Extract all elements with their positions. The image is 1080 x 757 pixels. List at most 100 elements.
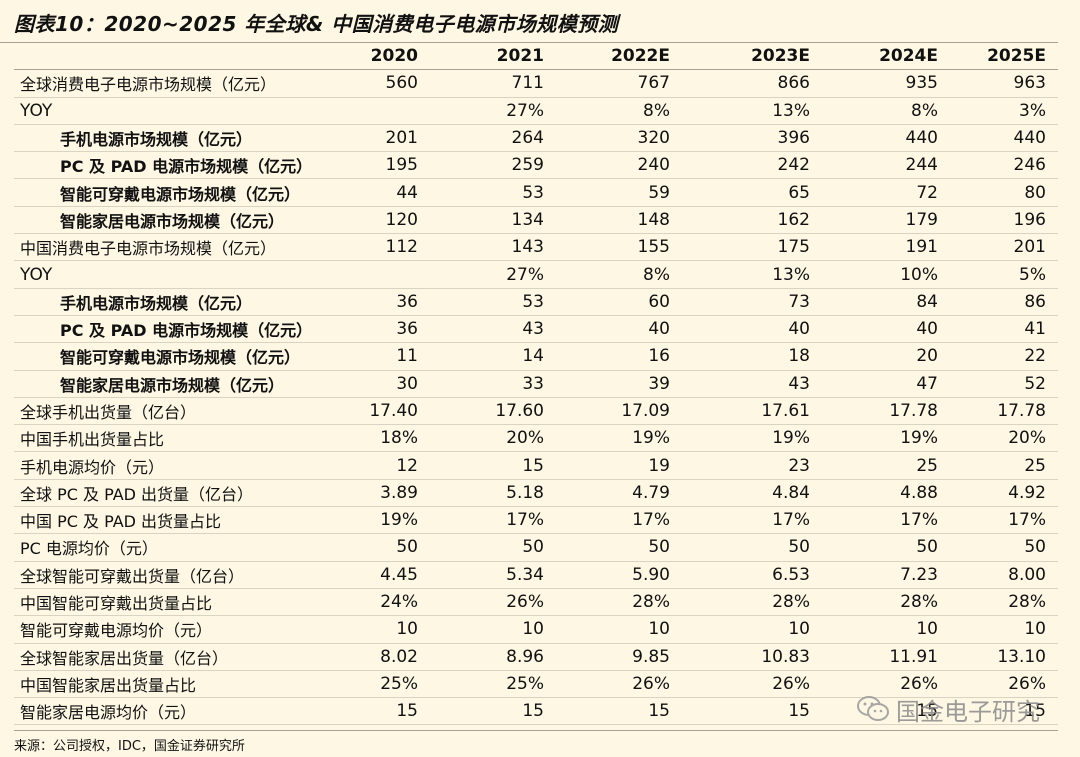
row-label: YOY [14,97,336,125]
value-cell: 191 [822,233,950,262]
value-cell: 20% [950,424,1058,453]
table-row: PC 电源均价（元） 50 50 50 50 50 50 [14,533,1058,562]
table-row: 智能可穿戴电源市场规模（亿元） 11 14 16 18 20 22 [14,342,1058,371]
value-cell: 17% [556,506,682,535]
value-cell: 17.60 [430,397,556,426]
value-cell: 28% [950,588,1058,617]
table-row: 手机电源均价（元） 12 15 19 23 25 25 [14,451,1058,480]
value-cell: 244 [822,151,950,180]
value-cell: 43 [682,370,822,398]
value-cell: 18 [682,342,822,371]
value-cell: 259 [430,151,556,180]
table-row: 全球智能可穿戴出货量（亿台） 4.45 5.34 5.90 6.53 7.23 8.00 [14,561,1058,589]
value-cell: 20% [430,424,556,453]
value-cell: 11.91 [822,643,950,671]
value-cell: 12 [336,451,430,480]
header-year-2022e: 2022E [556,43,682,71]
data-table: 2020 2021 2022E 2023E 2024E 2025E 全球消费电子电源市场规… [14,43,1058,726]
header-year-2021: 2021 [430,43,556,71]
value-cell: 3% [950,97,1058,125]
value-cell: 17.78 [950,397,1058,426]
value-cell: 5.18 [430,479,556,508]
table-row: 手机电源市场规模（亿元） 201 264 320 396 440 440 [14,124,1058,153]
value-cell: 767 [556,69,682,98]
value-cell: 84 [822,288,950,316]
value-cell: 196 [950,206,1058,235]
value-cell: 13% [682,260,822,289]
header-row: 2020 2021 2022E 2023E 2024E 2025E [14,43,1058,71]
value-cell: 143 [430,233,556,262]
value-cell: 8.02 [336,643,430,671]
value-cell: 19% [336,506,430,535]
table-row: PC 及 PAD 电源市场规模（亿元） 36 43 40 40 40 41 [14,315,1058,344]
value-cell: 23 [682,451,822,480]
header-label-cell [14,43,336,71]
value-cell: 17% [430,506,556,535]
value-cell: 10 [950,615,1058,644]
watermark-text: 国金电子研究 [896,697,1040,726]
value-cell: 8% [556,260,682,289]
value-cell: 13% [682,97,822,125]
value-cell: 264 [430,124,556,153]
table-row: 智能可穿戴电源均价（元） 10 10 10 10 10 10 [14,615,1058,644]
table-row: 手机电源市场规模（亿元） 36 53 60 73 84 86 [14,288,1058,316]
value-cell: 59 [556,178,682,207]
row-label: 中国 PC 及 PAD 出货量占比 [14,506,336,535]
value-cell: 50 [430,533,556,562]
wechat-icon [857,696,889,721]
value-cell: 7.23 [822,561,950,589]
value-cell: 15 [950,697,1058,726]
value-cell: 10 [682,615,822,644]
value-cell: 25% [336,670,430,699]
value-cell: 10 [430,615,556,644]
bottom-divider [14,730,1058,731]
value-cell: 28% [822,588,950,617]
value-cell: 15 [336,697,430,726]
value-cell: 19% [822,424,950,453]
value-cell: 20 [822,342,950,371]
value-cell: 560 [336,69,430,98]
value-cell: 8% [822,97,950,125]
value-cell: 26% [822,670,950,699]
value-cell: 13.10 [950,643,1058,671]
row-label: 中国智能可穿戴出货量占比 [14,588,336,617]
value-cell: 43 [430,315,556,344]
value-cell: 8.00 [950,561,1058,589]
value-cell: 10 [336,615,430,644]
table-row: 全球手机出货量（亿台） 17.40 17.60 17.09 17.61 17.78 17.7… [14,397,1058,426]
value-cell: 40 [556,315,682,344]
row-label: 全球手机出货量（亿台） [14,397,336,426]
value-cell: 9.85 [556,643,682,671]
row-label: 智能可穿戴电源市场规模（亿元） [14,178,336,207]
row-label: 全球消费电子电源市场规模（亿元） [14,69,336,98]
value-cell: 53 [430,178,556,207]
value-cell: 17% [682,506,822,535]
value-cell: 4.92 [950,479,1058,508]
row-label: 中国智能家居出货量占比 [14,670,336,699]
value-cell: 50 [682,533,822,562]
value-cell: 14 [430,342,556,371]
value-cell: 866 [682,69,822,98]
value-cell: 11 [336,342,430,371]
value-cell: 27% [430,260,556,289]
table-row: 全球 PC 及 PAD 出货量（亿台） 3.89 5.18 4.79 4.84 4.88 4… [14,479,1058,508]
watermark: 国金电子研究 [856,693,1040,726]
value-cell: 246 [950,151,1058,180]
value-cell: 15 [430,697,556,726]
row-label: PC 及 PAD 电源市场规模（亿元） [14,151,336,180]
value-cell: 25 [950,451,1058,480]
table-row: YOY 27% 8% 13% 8% 3% [14,97,1058,125]
value-cell: 22 [950,342,1058,371]
value-cell: 27% [430,97,556,125]
value-cell: 52 [950,370,1058,398]
row-label: 手机电源均价（元） [14,451,336,480]
value-cell: 162 [682,206,822,235]
value-cell: 15 [556,697,682,726]
source-note: 来源：公司授权，IDC，国金证券研究所 [14,739,245,754]
row-label: PC 及 PAD 电源市场规模（亿元） [14,315,336,344]
value-cell: 10.83 [682,643,822,671]
chart-title: 图表10：2020~2025 年全球& 中国消费电子电源市场规模预测 [14,12,619,36]
value-cell: 26% [556,670,682,699]
value-cell: 40 [682,315,822,344]
value-cell: 30 [336,370,430,398]
